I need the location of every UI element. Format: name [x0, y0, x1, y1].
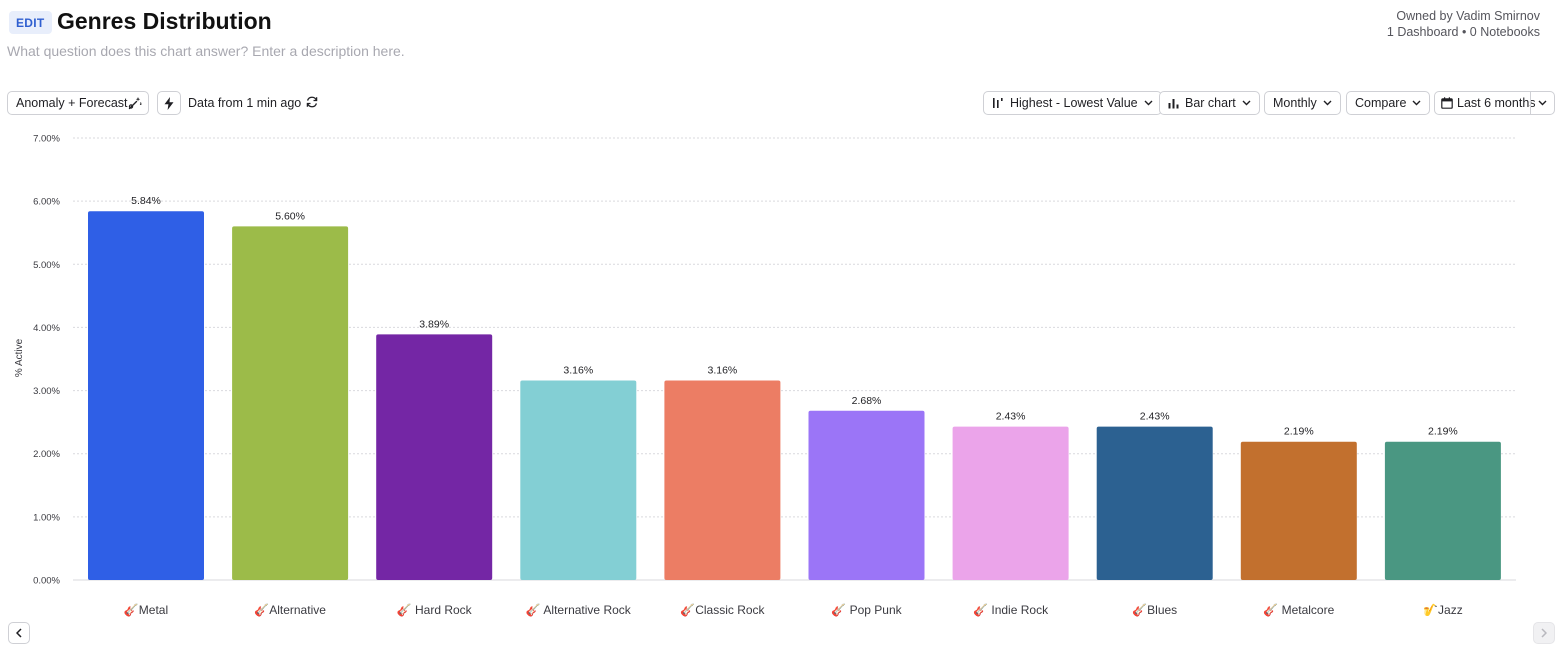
magic-wand-icon: [128, 97, 142, 110]
bar-value-label: 2.68%: [852, 395, 882, 407]
bar[interactable]: [520, 380, 637, 580]
sort-dropdown[interactable]: Highest - Lowest Value: [983, 91, 1162, 115]
bar-value-label: 2.19%: [1284, 426, 1314, 438]
bar-value-label: 3.89%: [419, 318, 449, 330]
chevron-left-icon: [16, 628, 22, 638]
bar[interactable]: [376, 334, 493, 580]
bar-value-label: 2.43%: [996, 411, 1026, 423]
interval-label: Monthly: [1273, 96, 1317, 110]
bar-value-label: 2.19%: [1428, 426, 1458, 438]
description-field[interactable]: What question does this chart answer? En…: [7, 43, 405, 59]
chart-type-dropdown[interactable]: Bar chart: [1159, 91, 1260, 115]
data-freshness-text: Data from 1 min ago: [188, 96, 302, 110]
x-tick-label[interactable]: 🎸Metal: [124, 603, 168, 617]
bar[interactable]: [952, 426, 1069, 580]
reload-icon[interactable]: [305, 95, 319, 109]
y-tick-label: 4.00%: [33, 323, 60, 334]
owner-info: Owned by Vadim Smirnov 1 Dashboard • 0 N…: [1387, 8, 1540, 40]
bar-value-label: 5.84%: [131, 195, 161, 207]
bar[interactable]: [88, 211, 204, 580]
x-tick-label[interactable]: 🎸Blues: [1132, 603, 1177, 617]
owner-name[interactable]: Owned by Vadim Smirnov: [1396, 9, 1540, 23]
bar[interactable]: [232, 226, 349, 580]
x-tick-label[interactable]: 🎷Jazz: [1423, 603, 1463, 617]
compare-dropdown[interactable]: Compare: [1346, 91, 1431, 115]
y-tick-label: 5.00%: [33, 260, 60, 271]
x-axis-ticks: 🎸Metal 🎸Alternative 🎸 Hard Rock 🎸 Alternati…: [124, 603, 1463, 617]
page-title[interactable]: Genres Distribution: [57, 8, 272, 34]
y-tick-label: 7.00%: [33, 134, 60, 145]
date-range-picker[interactable]: Last 6 months: [1434, 91, 1555, 115]
chevron-down-icon: [1538, 100, 1547, 106]
x-tick-label[interactable]: 🎸 Hard Rock: [397, 603, 473, 617]
bar[interactable]: [1096, 426, 1213, 580]
dashboard-notebook-links[interactable]: 1 Dashboard • 0 Notebooks: [1386, 25, 1540, 39]
sort-label: Highest - Lowest Value: [1010, 96, 1138, 110]
y-axis-label: % Active: [14, 338, 25, 377]
value-labels: 5.84% 5.60% 3.89% 3.16% 3.16% 2.68% 2.43% 2.43%…: [131, 195, 1458, 437]
bar-value-label: 5.60%: [275, 210, 305, 222]
y-tick-label: 0.00%: [33, 576, 60, 587]
x-tick-label[interactable]: 🎸Alternative: [254, 603, 326, 617]
chevron-down-icon: [1242, 100, 1251, 106]
y-tick-label: 3.00%: [33, 386, 60, 397]
y-tick-label: 6.00%: [33, 197, 60, 208]
chevron-down-icon: [1323, 100, 1332, 106]
sort-icon: [993, 98, 1003, 108]
x-tick-label[interactable]: 🎸 Metalcore: [1263, 603, 1334, 617]
y-axis-ticks: 0.00% 1.00% 2.00% 3.00% 4.00% 5.00% 6.00% 7.00%: [33, 134, 60, 587]
bar-value-label: 3.16%: [708, 364, 738, 376]
compare-label: Compare: [1355, 96, 1407, 110]
x-tick-label[interactable]: 🎸 Indie Rock: [973, 603, 1049, 617]
refresh-lightning-button[interactable]: [157, 91, 181, 115]
anomaly-forecast-button[interactable]: Anomaly + Forecast: [7, 91, 149, 115]
edit-badge[interactable]: EDIT: [9, 11, 52, 34]
calendar-icon: [1441, 97, 1453, 109]
scroll-right-button[interactable]: [1533, 622, 1555, 644]
bar[interactable]: [1384, 441, 1501, 580]
chevron-right-icon: [1541, 628, 1547, 638]
bar[interactable]: [808, 410, 925, 580]
bar-chart-icon: [1168, 98, 1179, 108]
bar-value-label: 3.16%: [563, 364, 593, 376]
x-tick-label[interactable]: 🎸 Pop Punk: [831, 603, 902, 617]
lightning-icon: [164, 96, 174, 110]
chart-type-label: Bar chart: [1185, 96, 1236, 110]
chevron-down-icon: [1412, 100, 1421, 106]
scroll-left-button[interactable]: [8, 622, 30, 644]
bar-chart: 0.00% 1.00% 2.00% 3.00% 4.00% 5.00% 6.00% 7.00%…: [14, 134, 1516, 617]
anomaly-forecast-label: Anomaly + Forecast: [16, 96, 128, 110]
x-tick-label[interactable]: 🎸 Alternative Rock: [526, 603, 632, 617]
bars: [88, 211, 1501, 580]
bar-value-label: 2.43%: [1140, 411, 1170, 423]
bar[interactable]: [664, 380, 781, 580]
bar[interactable]: [1240, 441, 1357, 580]
date-range-label: Last 6 months: [1457, 96, 1536, 110]
y-tick-label: 2.00%: [33, 449, 60, 460]
x-tick-label[interactable]: 🎸Classic Rock: [680, 603, 765, 617]
chevron-down-icon: [1144, 100, 1153, 106]
date-range-toggle[interactable]: [1530, 92, 1554, 114]
interval-dropdown[interactable]: Monthly: [1264, 91, 1341, 115]
y-tick-label: 1.00%: [33, 512, 60, 523]
